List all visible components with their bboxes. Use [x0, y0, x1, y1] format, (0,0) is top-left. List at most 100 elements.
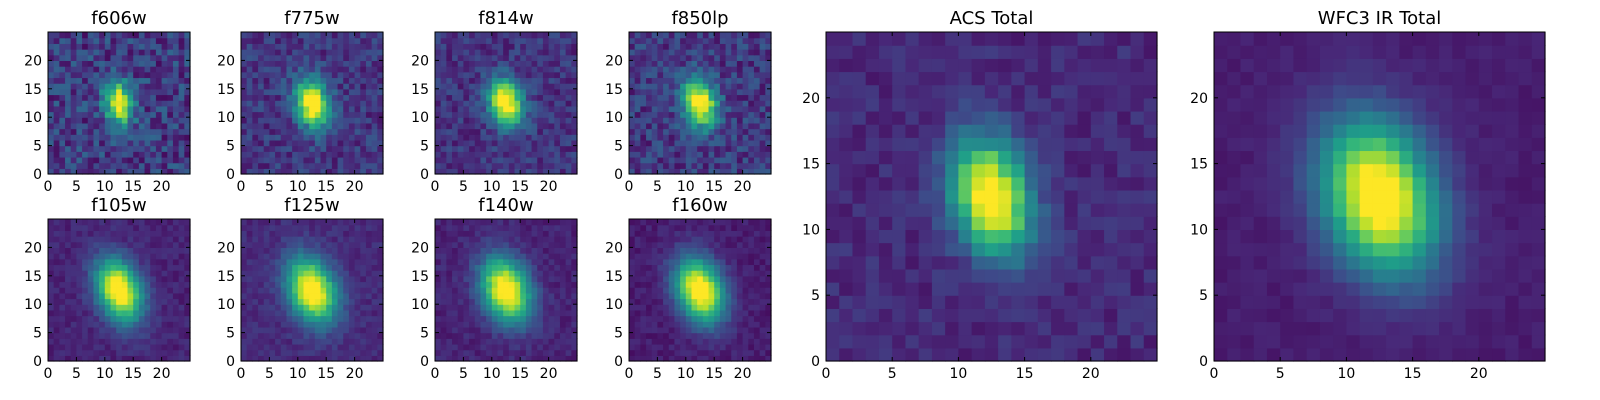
heatmap-cell: [463, 315, 470, 322]
heatmap-cell: [708, 332, 715, 339]
heatmap-cell: [59, 100, 66, 107]
heatmap-cell: [82, 281, 89, 288]
heatmap-cell: [343, 49, 350, 56]
heatmap-cell: [116, 326, 123, 334]
heatmap-cell: [138, 88, 146, 96]
heatmap-cell: [110, 145, 117, 152]
heatmap-cell: [343, 128, 350, 135]
heatmap-cell: [531, 94, 538, 101]
heatmap-cell: [691, 287, 698, 294]
heatmap-cell: [440, 151, 447, 158]
heatmap-cell: [497, 219, 504, 226]
heatmap-cell: [348, 275, 356, 283]
heatmap-cell: [76, 298, 83, 305]
heatmap-cell: [748, 117, 755, 124]
heatmap-cell: [480, 338, 487, 345]
heatmap-cell: [241, 292, 248, 300]
heatmap-cell: [116, 168, 123, 175]
heatmap-cell: [286, 275, 293, 283]
heatmap-cell: [292, 77, 299, 84]
heatmap-cell: [82, 32, 89, 39]
heatmap-cell: [525, 54, 533, 61]
heatmap-cell: [531, 332, 538, 339]
heatmap-cell: [759, 355, 766, 362]
heatmap-cell: [59, 349, 66, 356]
heatmap-cell: [87, 241, 95, 248]
heatmap-cell: [348, 66, 356, 73]
heatmap-cell: [457, 258, 464, 266]
heatmap-cell: [571, 37, 578, 44]
heatmap-cell: [725, 275, 732, 283]
heatmap-cell: [520, 253, 527, 260]
heatmap-cell: [646, 156, 653, 164]
heatmap-cell: [167, 37, 174, 44]
heatmap-cell: [303, 281, 310, 288]
heatmap-cell: [337, 292, 344, 300]
heatmap-cell: [371, 349, 378, 356]
heatmap-cell: [275, 287, 282, 294]
heatmap-cell: [314, 224, 322, 231]
heatmap-cell: [435, 281, 442, 288]
heatmap-cell: [258, 111, 265, 118]
heatmap-cell: [116, 100, 123, 107]
heatmap-cell: [457, 287, 464, 294]
heatmap-cell: [503, 281, 510, 288]
y-tick-label: 20: [217, 240, 235, 256]
heatmap-cell: [82, 338, 89, 345]
heatmap-cell: [275, 230, 282, 237]
heatmap-cell: [634, 156, 641, 164]
heatmap-cell: [759, 128, 766, 135]
heatmap-cell: [144, 128, 151, 135]
heatmap-cell: [531, 122, 538, 130]
heatmap-cell: [184, 281, 191, 288]
heatmap-cell: [303, 332, 310, 339]
heatmap-cell: [87, 258, 95, 266]
heatmap-cell: [531, 54, 538, 61]
heatmap-cell: [269, 139, 276, 147]
heatmap-cell: [53, 264, 60, 271]
heatmap-cell: [292, 37, 299, 44]
heatmap-cell: [663, 105, 670, 113]
heatmap-cell: [161, 236, 168, 243]
heatmap-cell: [292, 117, 299, 124]
heatmap-cell: [76, 100, 83, 107]
heatmap-cell: [104, 315, 112, 322]
heatmap-cell: [525, 88, 533, 96]
heatmap-cell: [377, 37, 384, 44]
heatmap-cell: [674, 151, 681, 158]
heatmap-cell: [753, 338, 761, 345]
heatmap-cell: [104, 253, 112, 260]
heatmap-cell: [150, 77, 157, 84]
heatmap-cell: [480, 94, 487, 101]
heatmap-cell: [736, 32, 744, 39]
heatmap-cell: [571, 83, 578, 90]
heatmap-cell: [480, 77, 487, 84]
heatmap-cell: [514, 32, 521, 39]
heatmap-cell: [343, 66, 350, 73]
heatmap-cell: [491, 298, 499, 305]
y-tick-label: 20: [411, 240, 429, 256]
heatmap-cell: [178, 338, 185, 345]
heatmap-cell: [269, 343, 276, 351]
heatmap-cell: [651, 60, 658, 67]
heatmap-cell: [731, 287, 738, 294]
heatmap-cell: [365, 338, 373, 345]
heatmap-cell: [150, 156, 157, 164]
heatmap-cell: [571, 236, 578, 243]
heatmap-cell: [292, 54, 299, 61]
heatmap-cell: [708, 134, 715, 141]
heatmap-cell: [452, 168, 459, 175]
heatmap-cell: [286, 241, 293, 248]
heatmap-cell: [320, 168, 327, 175]
heatmap-cell: [463, 281, 470, 288]
heatmap-cell: [172, 304, 180, 311]
heatmap-cell: [53, 139, 60, 147]
heatmap-cell: [753, 355, 761, 362]
heatmap-cell: [110, 32, 117, 39]
heatmap-cell: [457, 275, 464, 283]
heatmap-cell: [309, 105, 316, 113]
heatmap-cell: [646, 270, 653, 277]
heatmap-cell: [184, 122, 191, 130]
heatmap-cell: [640, 111, 647, 118]
heatmap-cell: [354, 270, 361, 277]
